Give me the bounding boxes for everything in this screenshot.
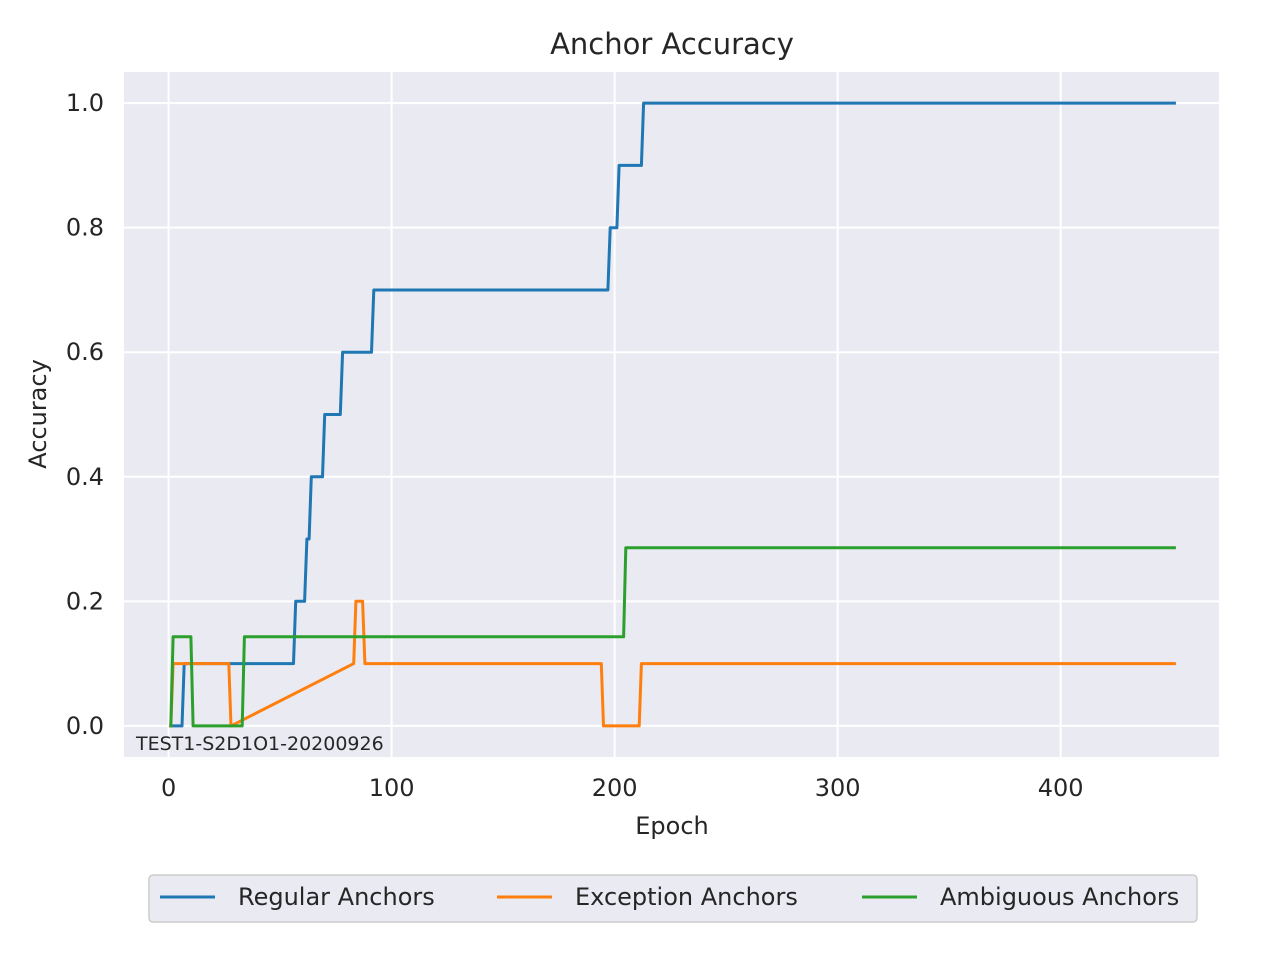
chart-title: Anchor Accuracy: [550, 27, 794, 61]
chart-annotation: TEST1-S2D1O1-20200926: [135, 733, 384, 755]
grid-lines: [124, 72, 1219, 757]
legend-label: Exception Anchors: [575, 883, 798, 911]
x-tick-label: 100: [369, 774, 415, 802]
x-tick-label: 300: [815, 774, 861, 802]
x-axis-ticks: 0 100 200 300 400: [161, 774, 1084, 802]
y-tick-label: 0.4: [66, 463, 104, 491]
y-tick-label: 0.8: [66, 214, 104, 242]
series-lines: [169, 101, 1176, 728]
series-line-exception-anchors: [169, 599, 1176, 728]
legend-label: Regular Anchors: [238, 883, 435, 911]
series-line-regular-anchors: [169, 101, 1176, 728]
x-tick-label: 400: [1038, 774, 1084, 802]
series-line-ambiguous-anchors: [169, 546, 1176, 728]
legend-label: Ambiguous Anchors: [940, 883, 1179, 911]
y-axis-label: Accuracy: [24, 359, 52, 469]
y-axis-ticks: 0.0 0.2 0.4 0.6 0.8 1.0: [66, 89, 104, 740]
legend: Regular Anchors Exception Anchors Ambiguou…: [148, 874, 1198, 923]
x-axis-label: Epoch: [635, 812, 709, 840]
x-tick-label: 0: [161, 774, 176, 802]
x-tick-label: 200: [592, 774, 638, 802]
plot-area: [124, 72, 1219, 757]
y-tick-label: 0.2: [66, 587, 104, 615]
y-tick-label: 1.0: [66, 89, 104, 117]
y-tick-label: 0.6: [66, 338, 104, 366]
y-tick-label: 0.0: [66, 712, 104, 740]
legend-box: [148, 874, 1198, 923]
